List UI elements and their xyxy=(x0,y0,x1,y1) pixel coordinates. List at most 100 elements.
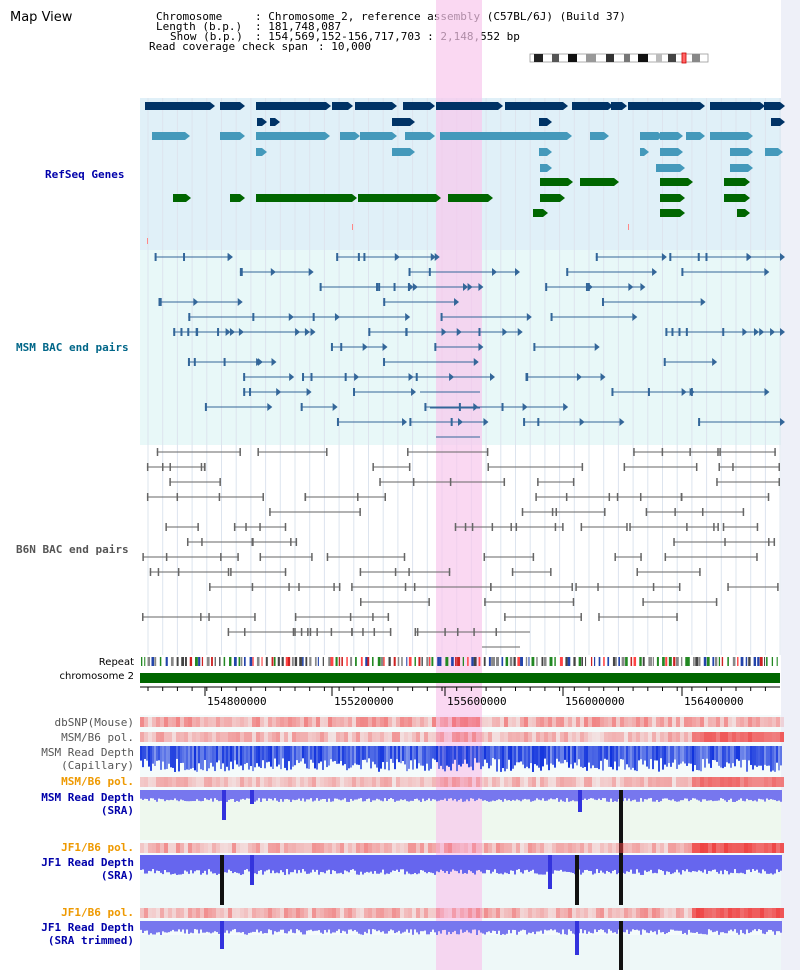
jf1-b6-pol-heat-cell xyxy=(708,843,712,853)
bac-end-arrow-icon xyxy=(640,283,646,291)
gene-exon xyxy=(230,194,240,202)
bac-end xyxy=(550,313,553,321)
capillary-depth-bar xyxy=(250,746,252,767)
capillary-depth-bar xyxy=(550,746,552,764)
b6n-bac-track-label[interactable]: B6N BAC end pairs xyxy=(16,543,129,556)
jf1-read-depth-sra-label: JF1 Read Depth xyxy=(41,856,134,869)
jf1-trim-depth-bar xyxy=(366,921,368,934)
jf1-trim-depth-bar xyxy=(418,921,420,935)
repeat-element xyxy=(451,657,454,666)
repeat-element xyxy=(397,657,400,666)
gene-exon xyxy=(358,194,436,202)
msm-bac-track-label[interactable]: MSM BAC end pairs xyxy=(16,341,129,354)
jf1-b6-pol-trim-heat-cell xyxy=(228,908,232,918)
jf1-trim-depth-bar xyxy=(666,921,668,934)
capillary-depth-bar xyxy=(650,746,652,760)
msm-b6-pol-heat-cell xyxy=(264,732,268,742)
msm-b6-pol-sra-heat-cell xyxy=(336,777,340,787)
jf1-sra-depth-bar xyxy=(330,855,332,875)
jf1-trim-depth-bar xyxy=(360,921,362,935)
refseq-track-label[interactable]: RefSeq Genes xyxy=(45,168,125,181)
msm-b6-pol-heat-cell xyxy=(352,732,356,742)
capillary-depth-bar xyxy=(236,746,238,765)
msm-sra-depth-bar xyxy=(458,790,460,801)
chromosome-ideogram[interactable] xyxy=(528,52,712,64)
bac-end xyxy=(208,613,210,621)
bac-end xyxy=(718,463,720,471)
jf1-trim-depth-bar xyxy=(608,921,610,930)
msm-sra-depth-bar xyxy=(198,790,200,801)
capillary-depth-bar xyxy=(614,746,616,762)
capillary-depth-bar xyxy=(754,746,756,766)
jf1-b6-pol-trim-heat-cell xyxy=(628,908,632,918)
b6n-bac-end-pairs[interactable] xyxy=(142,448,780,648)
jf1-b6-pol-trim-heat-cell xyxy=(576,908,580,918)
strand-arrow-icon xyxy=(240,132,245,140)
msm-sra-depth-bar xyxy=(276,790,278,801)
bac-end xyxy=(699,568,701,576)
msm-b6-pol-sra-heat-cell xyxy=(716,777,720,787)
jf1-b6-pol-heat-cell xyxy=(540,843,544,853)
msm-sra-depth-bar xyxy=(576,790,578,802)
dbsnp-heat-cell xyxy=(208,717,212,727)
jf1-b6-pol-heat-cell xyxy=(156,843,160,853)
jf1-b6-pol-trim-heat-cell xyxy=(708,908,712,918)
msm-sra-depth-bar xyxy=(484,790,486,801)
jf1-b6-pol-trim-heat-cell xyxy=(612,908,616,918)
repeat-element xyxy=(393,657,396,666)
bac-end xyxy=(259,553,262,561)
jf1-trim-depth-bar xyxy=(208,921,210,933)
msm-sra-depth-bar xyxy=(230,790,232,800)
msm-b6-pol-heat-cell xyxy=(536,732,540,742)
signal-tracks[interactable] xyxy=(140,717,784,970)
bac-end xyxy=(532,553,535,561)
capillary-depth-bar xyxy=(638,746,640,761)
jf1-sra-depth-bar xyxy=(378,855,380,874)
strand-arrow-icon xyxy=(680,209,685,217)
jf1-b6-pol-trim-heat-cell xyxy=(660,908,664,918)
highlighted-region[interactable] xyxy=(436,0,482,970)
bac-end xyxy=(680,493,683,501)
msm-sra-depth-bar xyxy=(330,790,332,802)
bac-end-arrow-icon xyxy=(764,268,770,276)
jf1-trim-depth-bar xyxy=(606,921,608,934)
capillary-depth-bar xyxy=(480,746,482,770)
msm-sra-depth-bar xyxy=(462,790,464,802)
dbsnp-heat-cell xyxy=(704,717,708,727)
refseq-gene-features[interactable] xyxy=(145,102,785,244)
bac-end xyxy=(177,568,180,576)
repeat-element xyxy=(625,657,628,666)
dbsnp-heat-cell xyxy=(412,717,416,727)
msm-b6-pol-sra-heat-cell xyxy=(692,777,696,787)
msm-sra-depth-bar xyxy=(446,790,448,801)
repeat-element xyxy=(367,657,370,666)
jf1-trim-depth-bar xyxy=(160,921,162,935)
msm-b6-pol-sra-heat-cell xyxy=(420,777,424,787)
jf1-sra-depth-bar xyxy=(684,855,686,872)
jf1-sra-depth-bar xyxy=(734,855,736,870)
jf1-b6-pol-heat-cell xyxy=(624,843,628,853)
msm-b6-pol-heat-cell xyxy=(380,732,384,742)
dbsnp-heat-cell xyxy=(448,717,452,727)
msm-sra-depth-bar xyxy=(284,790,286,800)
msm-b6-pol-sra-heat-cell xyxy=(412,777,416,787)
bac-end xyxy=(473,628,475,636)
msm-b6-pol-sra-heat-cell xyxy=(316,777,320,787)
msm-b6-pol-sra-heat-cell xyxy=(428,777,432,787)
chromosome-bar[interactable] xyxy=(140,673,780,683)
msm-b6-pol-heat-cell xyxy=(580,732,584,742)
jf1-trim-depth-bar xyxy=(520,921,522,931)
jf1-b6-pol-trim-heat-cell xyxy=(720,908,724,918)
msm-b6-pol-heat-cell xyxy=(652,732,656,742)
msm-sra-depth-bar xyxy=(286,790,288,800)
repeat-track[interactable] xyxy=(141,657,778,666)
capillary-depth-bar xyxy=(594,746,596,768)
msm-b6-pol-heat-cell xyxy=(248,732,252,742)
msm-read-depth-sra-label: MSM Read Depth xyxy=(41,791,134,804)
msm-sra-depth-bar xyxy=(288,790,290,800)
jf1-trim-depth-bar xyxy=(392,921,394,931)
msm-bac-end-pairs[interactable] xyxy=(154,253,785,438)
msm-sra-depth-bar xyxy=(754,790,756,801)
msm-sra-depth-bar xyxy=(498,790,500,800)
